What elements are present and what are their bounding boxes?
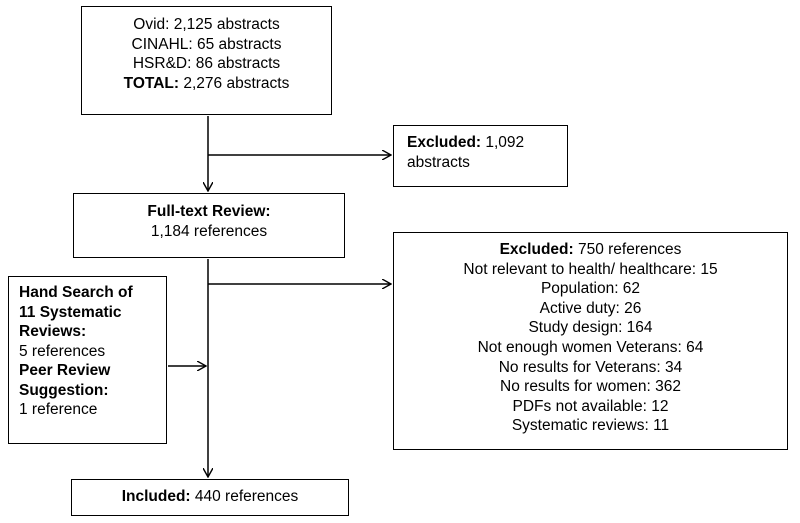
ovid-count: Ovid: 2,125 abstracts [133, 16, 280, 33]
peer-review-label-1: Peer Review [19, 362, 111, 379]
hsrd-count: HSR&D: 86 abstracts [132, 55, 281, 72]
exclusion-reason: No results for women: 362 [500, 378, 681, 396]
full-text-review-label: Full-text Review: [147, 203, 271, 220]
peer-review-label-2: Suggestion: [19, 381, 109, 399]
total-label: TOTAL: [123, 74, 180, 92]
included-value: 440 references [190, 488, 299, 505]
excluded-references-box: Excluded: 750 references Not relevant to… [393, 232, 788, 450]
hand-search-label-3: Reviews: [19, 323, 87, 340]
excluded-abstracts-unit: abstracts [407, 153, 470, 171]
total-count: TOTAL: 2,276 abstracts [82, 74, 331, 94]
sources-box: Ovid: 2,125 abstracts CINAHL: 65 abstrac… [81, 6, 332, 115]
included-label: Included: [121, 488, 191, 505]
excluded-abstracts-label: Excluded: [407, 134, 482, 151]
cinahl-count: CINAHL: 65 abstracts [131, 35, 282, 53]
exclusion-reason: Systematic reviews: 11 [511, 417, 670, 435]
included-box: Included: 440 references [71, 479, 349, 516]
hand-search-label-1: Hand Search of [19, 284, 133, 301]
full-text-review-box: Full-text Review: 1,184 references [73, 193, 345, 258]
hand-search-box: Hand Search of 11 Systematic Reviews: 5 … [8, 276, 167, 444]
excluded-abstracts-value: 1,092 [481, 134, 525, 151]
exclusion-reason: Not relevant to health/ healthcare: 15 [463, 260, 718, 278]
hand-search-value: 5 references [19, 342, 106, 360]
exclusion-reason: Study design: 164 [528, 319, 653, 337]
hand-search-label-2: 11 Systematic [19, 303, 122, 321]
exclusion-reason: Not enough women Veterans: 64 [477, 338, 704, 356]
peer-review-value: 1 reference [19, 401, 98, 418]
exclusion-reason: Population: 62 [540, 280, 641, 298]
excluded-abstracts-box: Excluded: 1,092 abstracts [393, 125, 568, 187]
exclusion-reason: Active duty: 26 [539, 299, 642, 317]
total-value: 2,276 abstracts [179, 74, 290, 92]
exclusion-reason: No results for Veterans: 34 [498, 358, 683, 376]
exclusion-reason: PDFs not available: 12 [512, 397, 669, 415]
excluded-references-value: 750 references [573, 241, 682, 258]
full-text-review-value: 1,184 references [150, 222, 268, 240]
excluded-references-label: Excluded: [499, 241, 574, 258]
